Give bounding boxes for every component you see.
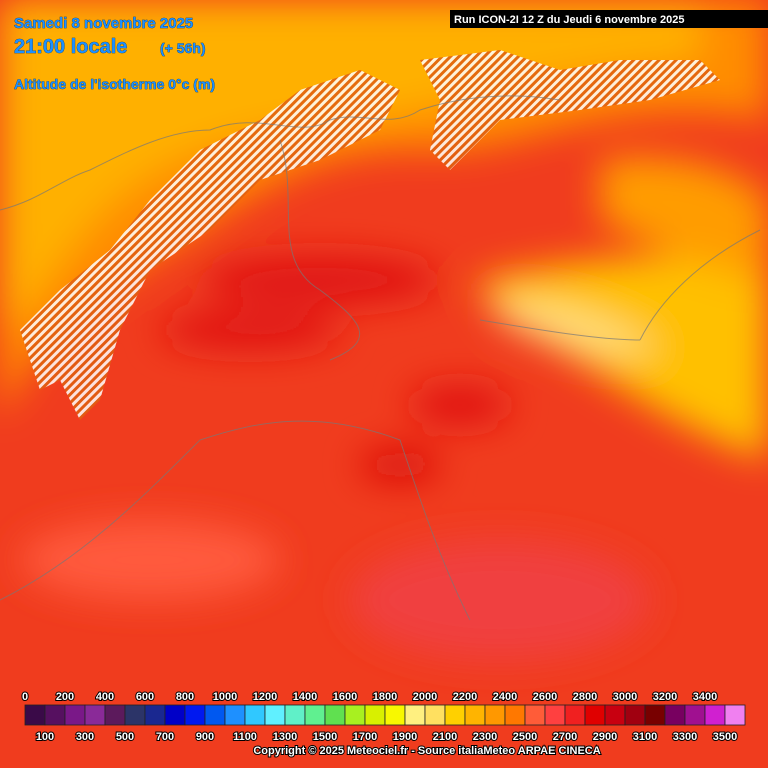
legend-label: 1000 (213, 691, 237, 703)
legend-swatch (244, 704, 266, 726)
legend-label: 2000 (413, 691, 437, 703)
time: 21:00 locale (14, 36, 127, 58)
legend-swatch (624, 704, 646, 726)
lead-time: (+ 56h) (160, 40, 206, 56)
legend-label: 1400 (293, 691, 317, 703)
legend-label: 300 (76, 731, 94, 743)
legend-swatch (124, 704, 146, 726)
legend-label: 1200 (253, 691, 277, 703)
legend-label: 100 (36, 731, 54, 743)
legend-label: 500 (116, 731, 134, 743)
legend-swatch (144, 704, 166, 726)
legend-label: 2800 (573, 691, 597, 703)
legend-label: 1100 (233, 731, 257, 743)
legend-swatch (324, 704, 346, 726)
borders (0, 95, 761, 621)
legend-label: 3400 (693, 691, 717, 703)
legend: 0 200 400 600 800 1000 1200 1400 1600 1800 2000 220… (21, 690, 746, 744)
legend-swatch (344, 704, 366, 726)
legend-label: 400 (96, 691, 114, 703)
legend-label: 200 (56, 691, 74, 703)
legend-label: 0 (22, 691, 28, 703)
legend-label: 1500 (313, 731, 337, 743)
legend-label: 3500 (713, 731, 737, 743)
legend-label: 1300 (273, 731, 297, 743)
legend-label: 2100 (433, 731, 457, 743)
legend-label: 600 (136, 691, 154, 703)
legend-label: 2300 (473, 731, 497, 743)
legend-label: 3100 (633, 731, 657, 743)
legend-swatch (664, 704, 686, 726)
legend-label: 3000 (613, 691, 637, 703)
legend-swatch (24, 704, 46, 726)
parameter: Altitude de l'isotherme 0°c (m) (14, 76, 215, 92)
legend-swatch (104, 704, 126, 726)
legend-label: 900 (196, 731, 214, 743)
legend-label: 2900 (593, 731, 617, 743)
run-box (450, 10, 768, 28)
run-info: Run ICON-2I 12 Z du Jeudi 6 novembre 202… (454, 14, 684, 26)
legend-swatch (544, 704, 566, 726)
legend-swatch (184, 704, 206, 726)
legend-swatch (264, 704, 286, 726)
legend-label: 1900 (393, 731, 417, 743)
legend-label: 3200 (653, 691, 677, 703)
legend-label: 2400 (493, 691, 517, 703)
legend-swatch (164, 704, 186, 726)
legend-swatch (684, 704, 706, 726)
legend-swatch (384, 704, 406, 726)
legend-swatch (504, 704, 526, 726)
legend-label: 2600 (533, 691, 557, 703)
legend-swatch (64, 704, 86, 726)
legend-swatch (204, 704, 226, 726)
hatched-relief (20, 50, 720, 420)
legend-swatch (604, 704, 626, 726)
legend-label: 2200 (453, 691, 477, 703)
legend-swatch (84, 704, 106, 726)
legend-swatch (644, 704, 666, 726)
legend-swatch (704, 704, 726, 726)
legend-swatch (584, 704, 606, 726)
legend-label: 800 (176, 691, 194, 703)
legend-label: 3300 (673, 731, 697, 743)
legend-swatch (364, 704, 386, 726)
date: Samedi 8 novembre 2025 (14, 15, 193, 32)
legend-label: 2700 (553, 731, 577, 743)
legend-swatch (44, 704, 66, 726)
legend-label: 1800 (373, 691, 397, 703)
legend-label: 1700 (353, 731, 377, 743)
copyright: Copyright © 2025 Meteociel.fr - Source i… (253, 745, 600, 757)
legend-label: 700 (156, 731, 174, 743)
legend-swatch (724, 704, 746, 726)
legend-swatch (524, 704, 546, 726)
legend-swatch (564, 704, 586, 726)
legend-swatch (284, 704, 306, 726)
legend-swatch (224, 704, 246, 726)
legend-swatch (464, 704, 486, 726)
legend-label: 2500 (513, 731, 537, 743)
legend-swatch (304, 704, 326, 726)
legend-swatch (484, 704, 506, 726)
legend-label: 1600 (333, 691, 357, 703)
legend-swatch (444, 704, 466, 726)
legend-swatch (424, 704, 446, 726)
legend-swatch (404, 704, 426, 726)
